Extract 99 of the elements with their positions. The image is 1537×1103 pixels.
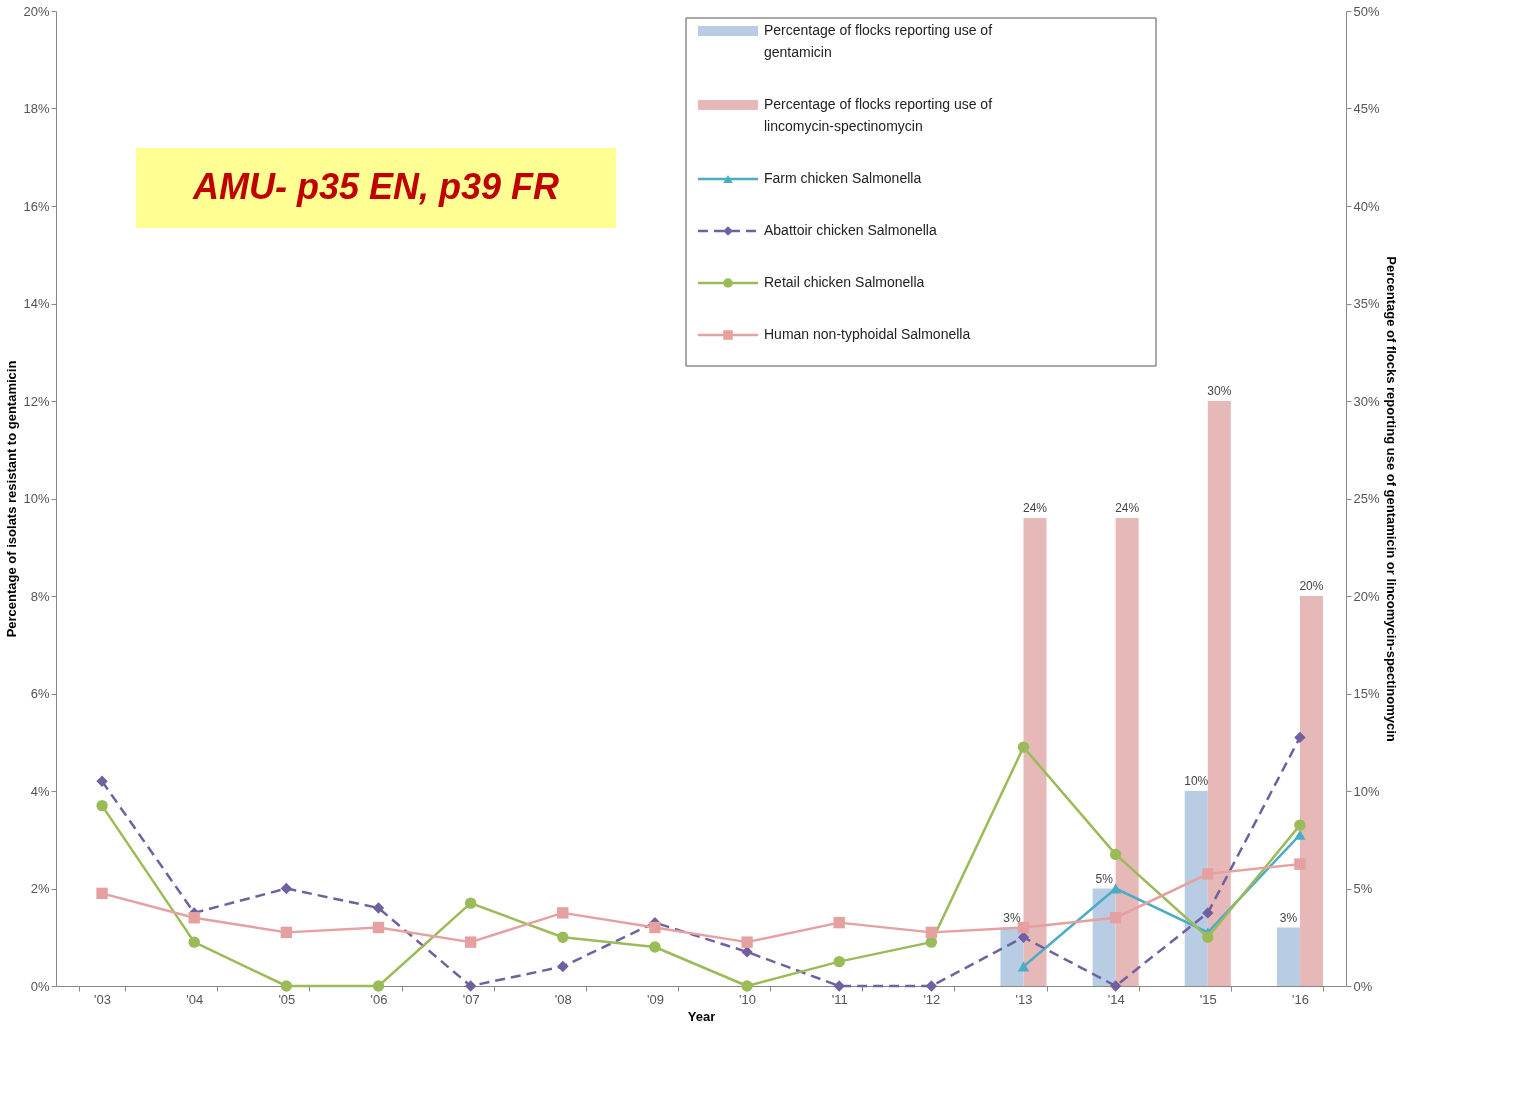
bar: [1276, 927, 1300, 986]
point: [96, 775, 108, 787]
point: [1294, 829, 1306, 840]
data-label: 5%: [1095, 871, 1114, 886]
annotation: AMU- p35 EN, p39 FR: [191, 166, 560, 207]
x-tick-label: '06: [370, 991, 388, 1007]
point: [1017, 961, 1030, 972]
x-tick-label: '11: [831, 991, 848, 1007]
y-tick-label: 8%: [30, 588, 50, 604]
y2-tick-label: 45%: [1353, 101, 1380, 116]
point: [96, 799, 108, 812]
bar: [1184, 791, 1208, 986]
point: [1294, 819, 1306, 831]
x-tick-label: '09: [646, 991, 664, 1007]
point: [1017, 921, 1030, 934]
y-tick-label: 16%: [23, 198, 50, 214]
bar: [1207, 401, 1231, 986]
point: [833, 916, 845, 929]
point: [741, 936, 753, 948]
legend-label: Percentage of flocks reporting use of gentamicin: [764, 22, 993, 60]
point: [280, 980, 293, 992]
point: [1109, 848, 1122, 861]
y2-tick-label: 25%: [1353, 491, 1380, 506]
y2-tick-label: 30%: [1353, 393, 1380, 409]
point: [833, 980, 845, 992]
point: [188, 912, 200, 924]
point: [557, 960, 569, 973]
point: [649, 941, 661, 953]
legend-label: Abattoir chicken Salmonella: [764, 222, 937, 238]
x-tick-label: '13: [1015, 991, 1033, 1007]
data-label: 30%: [1207, 384, 1232, 398]
x-tick-label: '08: [554, 991, 572, 1007]
y-tick-label: 6%: [30, 686, 50, 701]
point: [1017, 741, 1030, 753]
data-label: 24%: [1023, 501, 1048, 515]
point: [1202, 868, 1214, 880]
legend-label: Human non-typhoidal Salmonella: [764, 326, 971, 342]
y-axis-title: Percentage of isolats resistant to gentamicin: [4, 360, 20, 638]
y2-tick-label: 10%: [1353, 783, 1380, 799]
y-tick-label: 12%: [23, 393, 50, 409]
y-tick-label: 0%: [30, 978, 50, 994]
y-tick-label: 14%: [23, 296, 50, 311]
point: [372, 921, 385, 934]
point: [833, 955, 845, 968]
point: [372, 980, 385, 992]
bar: [1299, 596, 1323, 986]
y2-tick-label: 15%: [1353, 686, 1380, 701]
point: [557, 931, 569, 943]
point: [1294, 731, 1306, 744]
x-tick-label: '07: [462, 991, 480, 1007]
y-tick-label: 10%: [23, 491, 50, 506]
point: [557, 907, 569, 919]
bar: [1115, 518, 1139, 986]
y2-tick-label: 50%: [1353, 3, 1380, 19]
point: [280, 882, 293, 895]
y2-tick-label: 20%: [1353, 588, 1380, 604]
legend-label: Farm chicken Salmonella: [764, 170, 922, 186]
x-tick-label: '05: [278, 991, 296, 1007]
x-tick-label: '04: [186, 991, 204, 1007]
x-tick-label: '10: [739, 991, 757, 1007]
y2-tick-label: 0%: [1353, 978, 1373, 994]
data-label: 3%: [1003, 910, 1021, 925]
point: [1202, 907, 1214, 919]
data-label: 3%: [1279, 910, 1298, 925]
point: [464, 980, 477, 992]
legend-label: Retail chicken Salmonella: [764, 274, 925, 290]
y2-tick-label: 5%: [1353, 881, 1373, 896]
point: [280, 926, 293, 939]
point: [188, 936, 200, 948]
y-tick-label: 18%: [23, 101, 50, 116]
point: [464, 897, 477, 909]
point: [649, 921, 661, 934]
point: [464, 936, 477, 948]
legend-label: Percentage of flocks reporting use of lincomycin-spectinomycin: [764, 96, 993, 134]
y-tick-label: 4%: [30, 783, 50, 799]
x-tick-label: '03: [94, 991, 112, 1007]
point: [741, 980, 753, 992]
point: [925, 926, 938, 939]
data-label: 24%: [1115, 501, 1140, 515]
y-tick-label: 2%: [30, 881, 50, 896]
y2-tick-label: 40%: [1353, 198, 1380, 214]
x-tick-label: '15: [1199, 991, 1217, 1007]
point: [1109, 980, 1122, 992]
x-axis-title: Year: [687, 1008, 716, 1024]
point: [1109, 912, 1122, 924]
x-tick-label: '12: [923, 991, 941, 1007]
point: [925, 980, 938, 992]
data-label: 10%: [1184, 774, 1209, 788]
point: [1294, 858, 1306, 870]
point: [1202, 931, 1214, 943]
x-tick-label: '14: [1107, 991, 1125, 1007]
y2-axis-title: Percentage of flocks reporting use of gentamicin or lincomycin-spectinomycin: [1383, 256, 1399, 742]
bar: [1023, 518, 1047, 986]
point: [372, 902, 385, 914]
data-label: 20%: [1299, 579, 1324, 593]
y-tick-label: 20%: [23, 3, 50, 19]
x-tick-label: '16: [1291, 991, 1309, 1007]
point: [96, 887, 108, 900]
y2-tick-label: 35%: [1353, 296, 1380, 311]
